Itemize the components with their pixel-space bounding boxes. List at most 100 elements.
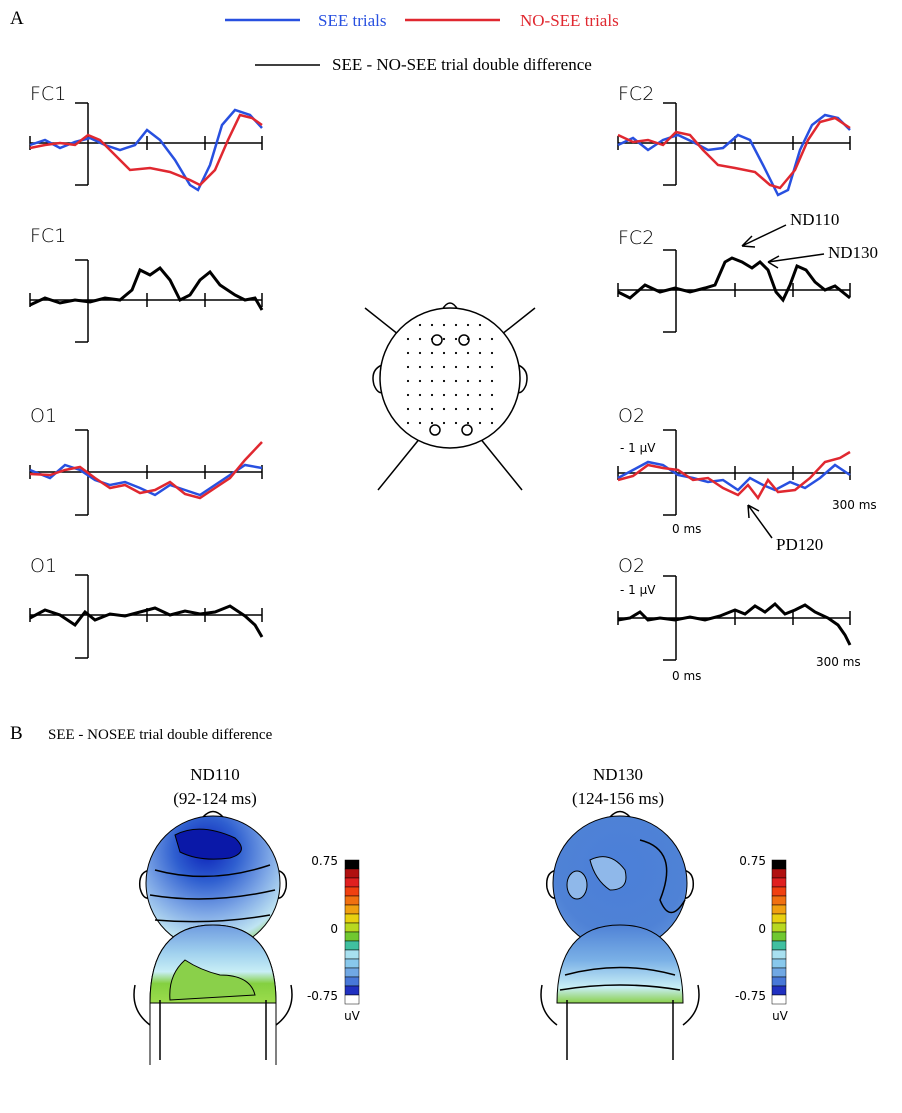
shape	[461, 424, 473, 436]
electrode	[490, 337, 494, 341]
colorbar-cell	[344, 949, 360, 960]
electrode	[418, 393, 422, 397]
shape	[559, 966, 681, 991]
colorbar	[771, 859, 787, 1005]
shape	[556, 924, 684, 1004]
colorbar-cell	[344, 877, 360, 888]
colorbar-cell	[344, 958, 360, 969]
amplitude-label: - 1 µV	[620, 441, 656, 455]
electrode	[478, 379, 482, 383]
shape	[589, 856, 627, 891]
electrode	[478, 365, 482, 369]
electrode	[454, 323, 458, 327]
nosee-trace	[29, 441, 263, 500]
electrode	[406, 393, 410, 397]
colorbar-cell	[771, 976, 787, 987]
map-window: (92-124 ms)	[173, 789, 257, 808]
electrode	[430, 323, 434, 327]
see-trace	[617, 460, 851, 492]
electrode	[454, 365, 458, 369]
electrode	[466, 351, 470, 355]
colorbar-cell	[344, 859, 360, 870]
colorbar-cell	[344, 913, 360, 924]
electrode	[466, 337, 470, 341]
legend-label: NO-SEE trials	[520, 11, 619, 30]
nosee-trace	[617, 116, 851, 190]
shape	[540, 984, 700, 1060]
electrode	[454, 379, 458, 383]
shape	[379, 307, 521, 449]
colorbar-unit: uV	[344, 1009, 361, 1023]
electrode	[418, 379, 422, 383]
colorbar-cell	[344, 976, 360, 987]
colorbar-label: 0	[330, 922, 338, 936]
shape	[138, 810, 288, 900]
electrode	[442, 323, 446, 327]
axes	[29, 574, 263, 659]
electrode	[442, 393, 446, 397]
plot-label: FC1	[30, 225, 66, 247]
electrode	[490, 421, 494, 425]
shape	[174, 828, 242, 860]
legend-label: SEE trials	[318, 11, 386, 30]
electrode	[406, 365, 410, 369]
electrode	[442, 407, 446, 411]
electrode	[454, 421, 458, 425]
colorbar-cell	[344, 886, 360, 897]
colorbar-cell	[771, 913, 787, 924]
difference-trace	[29, 604, 264, 638]
colorbar-cell	[344, 967, 360, 978]
plot-label: FC1	[30, 83, 66, 105]
panel-title: SEE - NOSEE trial double difference	[48, 727, 273, 743]
electrode	[406, 407, 410, 411]
colorbar-cell	[771, 868, 787, 879]
colorbar-cell	[344, 904, 360, 915]
panel-label: B	[10, 723, 23, 744]
electrode	[418, 421, 422, 425]
shape	[406, 323, 494, 425]
colorbar-cell	[344, 994, 360, 1005]
electrode	[418, 337, 422, 341]
electrode	[442, 365, 446, 369]
arrow	[741, 224, 787, 248]
electrode	[490, 407, 494, 411]
axes	[617, 102, 851, 186]
colorbar-cell	[771, 877, 787, 888]
electrode	[430, 337, 434, 341]
axes	[617, 575, 851, 661]
map-window: (124-156 ms)	[572, 789, 664, 808]
shape	[364, 307, 536, 491]
colorbar-cell	[344, 985, 360, 996]
shape	[169, 959, 256, 1001]
electrode	[442, 379, 446, 383]
electrode	[490, 351, 494, 355]
colorbar-cell	[771, 886, 787, 897]
electrode	[418, 407, 422, 411]
electrode	[418, 351, 422, 355]
colorbar-cell	[771, 895, 787, 906]
shape	[429, 424, 441, 436]
electrode	[418, 323, 422, 327]
time-label: 300 ms	[816, 655, 861, 669]
colorbar-label: -0.75	[307, 989, 338, 1003]
annotation: ND110	[790, 210, 839, 229]
see-trace	[29, 108, 263, 192]
colorbar-cell	[344, 868, 360, 879]
electrode	[490, 393, 494, 397]
colorbar-unit: uV	[772, 1009, 789, 1023]
electrode	[442, 337, 446, 341]
nosee-trace	[29, 113, 263, 187]
axes	[29, 429, 263, 516]
electrode	[466, 379, 470, 383]
colorbar-label: -0.75	[735, 989, 766, 1003]
annotation: PD120	[776, 535, 823, 554]
colorbar-cell	[771, 985, 787, 996]
colorbar-label: 0	[758, 922, 766, 936]
electrode	[466, 365, 470, 369]
colorbar-label: 0.75	[739, 854, 766, 868]
electrode	[454, 337, 458, 341]
electrode	[466, 393, 470, 397]
difference-trace	[617, 256, 851, 303]
electrode	[430, 379, 434, 383]
